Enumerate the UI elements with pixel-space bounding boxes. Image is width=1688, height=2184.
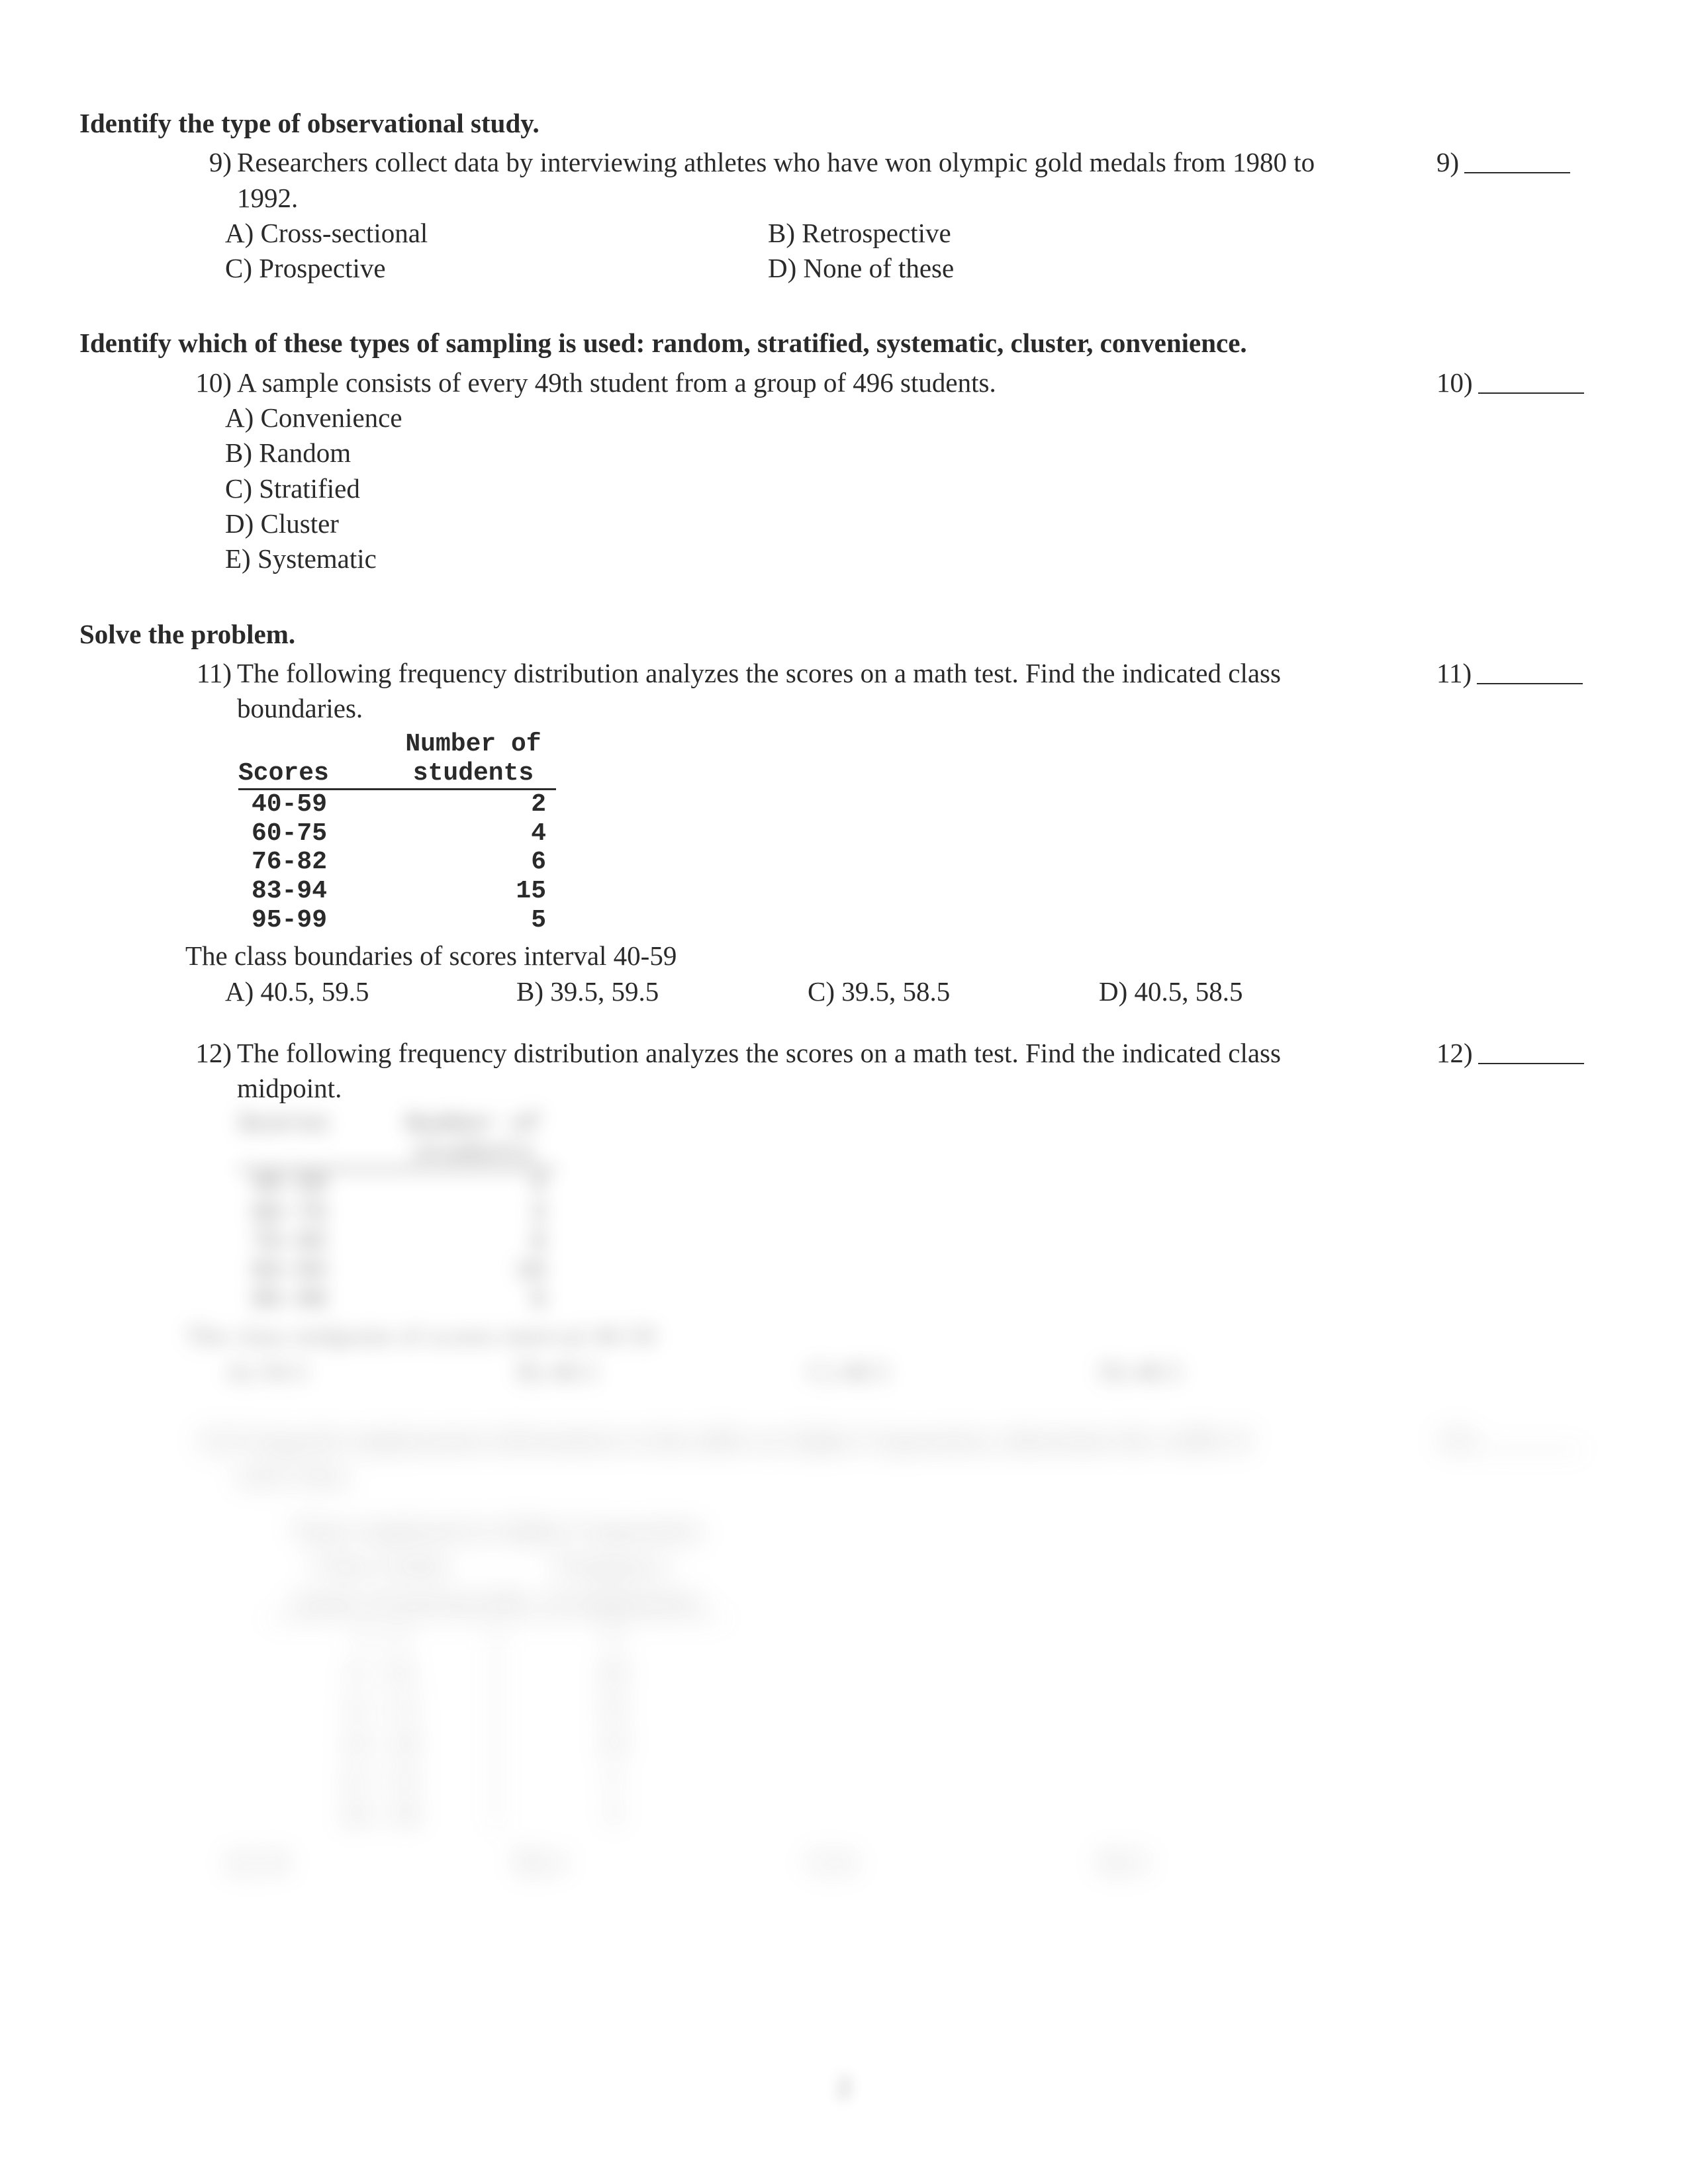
table-row: 60-754 bbox=[238, 819, 1423, 848]
choice-13c-blurred: C) 6 bbox=[808, 1844, 1099, 1880]
answer-12-slot: 12) bbox=[1423, 1036, 1609, 1071]
section-header-solve: Solve the problem. bbox=[79, 617, 1609, 652]
question-13-text-line1: Using the employment information in the … bbox=[237, 1422, 1423, 1457]
answer-11-number: 11) bbox=[1436, 656, 1477, 691]
question-11-subprompt: The class boundaries of scores interval … bbox=[185, 938, 1423, 974]
choice-13b-blurred: B) 4 bbox=[516, 1844, 808, 1880]
answer-11-slot: 11) bbox=[1423, 656, 1609, 691]
question-12-number: 12) bbox=[185, 1036, 237, 1071]
choice-11a[interactable]: A) 40.5, 59.5 bbox=[225, 974, 516, 1009]
question-11-text-line2: boundaries. bbox=[237, 691, 1423, 726]
question-12-text-line2: midpoint. bbox=[237, 1071, 1423, 1106]
question-11-body: 11) The following frequency distribution… bbox=[79, 656, 1423, 1009]
table-11-header-count-line1: Number of bbox=[391, 730, 556, 759]
question-13-h2: Frequency bbox=[496, 1548, 728, 1583]
table-11-r3-count: 15 bbox=[404, 877, 546, 906]
table-11-r0-scores: 40-59 bbox=[238, 790, 404, 819]
table-11-header: Scores Number of students bbox=[238, 730, 556, 790]
question-13-h1: Class Limits bbox=[265, 1548, 496, 1583]
choice-10a[interactable]: A) Convenience bbox=[225, 400, 1423, 435]
question-11-text-line1: The following frequency distribution ana… bbox=[237, 656, 1423, 691]
question-12-text-line1: The following frequency distribution ana… bbox=[237, 1036, 1423, 1071]
question-9-text-line1: Researchers collect data by interviewing… bbox=[237, 145, 1423, 180]
choice-11c[interactable]: C) 39.5, 58.5 bbox=[808, 974, 1099, 1009]
table-11-header-scores: Scores bbox=[238, 730, 391, 788]
choice-13a-blurred: A) 10 bbox=[225, 1844, 516, 1880]
choice-9b[interactable]: B) Retrospective bbox=[768, 216, 1311, 251]
choice-9a[interactable]: A) Cross-sectional bbox=[225, 216, 768, 251]
question-9-number: 9) bbox=[185, 145, 237, 180]
answer-11-blank[interactable] bbox=[1477, 656, 1583, 684]
table-11-header-count-line2: students bbox=[391, 759, 556, 788]
choice-10c[interactable]: C) Stratified bbox=[225, 471, 1423, 506]
choice-11d[interactable]: D) 40.5, 58.5 bbox=[1099, 974, 1390, 1009]
question-12-body: 12) The following frequency distribution… bbox=[79, 1036, 1423, 1389]
choice-9d[interactable]: D) None of these bbox=[768, 251, 1311, 286]
answer-13-blank bbox=[1478, 1422, 1584, 1451]
choice-10d[interactable]: D) Cluster bbox=[225, 506, 1423, 541]
question-11: 11) The following frequency distribution… bbox=[79, 656, 1609, 1009]
table-11-r0-count: 2 bbox=[404, 790, 546, 819]
choice-9c[interactable]: C) Prospective bbox=[225, 251, 768, 286]
question-11-number: 11) bbox=[185, 656, 237, 691]
table-11-r4-scores: 95-99 bbox=[238, 906, 404, 935]
question-10-number: 10) bbox=[185, 365, 237, 400]
question-12-blurred-subprompt: The class midpoint of scores interval 40… bbox=[185, 1318, 1423, 1353]
question-10-text: A sample consists of every 49th student … bbox=[237, 365, 1423, 400]
question-11-choices: A) 40.5, 59.5 B) 39.5, 59.5 C) 39.5, 58.… bbox=[185, 974, 1423, 1009]
table-11-r2-scores: 76-82 bbox=[238, 848, 404, 877]
answer-12-number: 12) bbox=[1436, 1036, 1478, 1071]
table-11-r4-count: 5 bbox=[404, 906, 546, 935]
question-10: 10) A sample consists of every 49th stud… bbox=[79, 365, 1609, 577]
answer-10-number: 10) bbox=[1436, 365, 1478, 400]
question-9-choices: A) Cross-sectional C) Prospective B) Ret… bbox=[185, 216, 1423, 287]
answer-10-blank[interactable] bbox=[1478, 365, 1584, 394]
answer-9-number: 9) bbox=[1436, 145, 1464, 180]
table-11-r1-scores: 60-75 bbox=[238, 819, 404, 848]
table-row: 76-826 bbox=[238, 848, 1423, 877]
answer-9-slot: 9) bbox=[1423, 145, 1609, 180]
question-13-sub: (years of service) (No. of employees) bbox=[265, 1583, 728, 1619]
answer-13-number: 13) bbox=[1436, 1422, 1478, 1457]
question-12: 12) The following frequency distribution… bbox=[79, 1036, 1609, 1389]
choice-12d-blurred: D) 48.5 bbox=[1099, 1354, 1390, 1389]
table-row: 83-9415 bbox=[238, 877, 1423, 906]
section-header-sampling: Identify which of these types of samplin… bbox=[79, 326, 1609, 361]
section-header-observational: Identify the type of observational study… bbox=[79, 106, 1609, 141]
choice-13d-blurred: D) 5 bbox=[1099, 1844, 1390, 1880]
question-13-text-line2: each class. bbox=[237, 1457, 1423, 1492]
table-row: 40-592 bbox=[238, 790, 1423, 819]
page: Identify the type of observational study… bbox=[0, 0, 1688, 2184]
question-11-table: Scores Number of students 40-592 60-754 … bbox=[185, 730, 1423, 934]
choice-10e[interactable]: E) Systematic bbox=[225, 541, 1423, 576]
question-9-body: 9) Researchers collect data by interview… bbox=[79, 145, 1423, 286]
question-13-title: Years employed at Alpha Corporation bbox=[265, 1512, 728, 1547]
table-11-r1-count: 4 bbox=[404, 819, 546, 848]
question-9: 9) Researchers collect data by interview… bbox=[79, 145, 1609, 286]
choice-10b[interactable]: B) Random bbox=[225, 435, 1423, 471]
table-11-r3-scores: 83-94 bbox=[238, 877, 404, 906]
table-11-r2-count: 6 bbox=[404, 848, 546, 877]
choice-12c-blurred: C) 48.5 bbox=[808, 1354, 1099, 1389]
choice-12b-blurred: B) 48.5 bbox=[516, 1354, 808, 1389]
question-10-body: 10) A sample consists of every 49th stud… bbox=[79, 365, 1423, 577]
question-12-blurred-table: ScoresNumber ofstudents 40-592 60-754 76… bbox=[185, 1110, 1423, 1388]
question-9-text-line2: 1992. bbox=[237, 181, 1423, 216]
page-number: 2 bbox=[0, 2070, 1688, 2105]
table-row: 95-995 bbox=[238, 906, 1423, 935]
choice-12a-blurred: A) 50.5 bbox=[225, 1354, 516, 1389]
question-10-choices: A) Convenience B) Random C) Stratified D… bbox=[185, 400, 1423, 576]
answer-12-blank[interactable] bbox=[1478, 1036, 1584, 1064]
question-13-blurred: 13) Using the employment information in … bbox=[79, 1422, 1609, 1880]
answer-9-blank[interactable] bbox=[1464, 145, 1570, 173]
answer-10-slot: 10) bbox=[1423, 365, 1609, 400]
choice-11b[interactable]: B) 39.5, 59.5 bbox=[516, 974, 808, 1009]
